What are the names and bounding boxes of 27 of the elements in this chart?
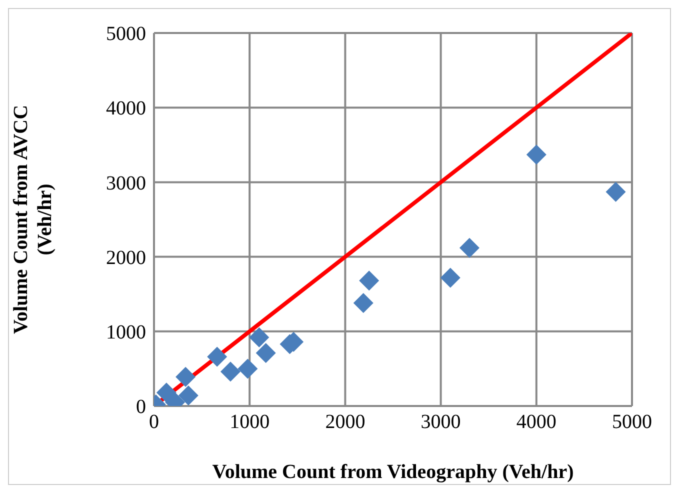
point	[606, 182, 626, 202]
point	[526, 144, 546, 165]
x-tick-label: 4000	[516, 411, 556, 434]
point	[353, 293, 374, 314]
point	[207, 346, 228, 367]
y-tick-label: 1000	[106, 322, 146, 344]
x-axis-title: Volume Count from Videography (Veh/hr)	[212, 461, 574, 483]
point	[359, 270, 380, 291]
x-tick-label: 3000	[420, 411, 461, 434]
y-tick-label: 3000	[106, 172, 146, 194]
y-tick-label: 4000	[106, 98, 146, 120]
x-tick-label: 2000	[325, 411, 366, 434]
point	[220, 362, 240, 382]
point	[256, 343, 276, 364]
y-tick-label: 2000	[106, 246, 146, 269]
y-tick-label: 0	[136, 396, 146, 418]
point	[176, 366, 196, 387]
x-tick-label: 1000	[230, 411, 270, 434]
point	[178, 386, 198, 406]
point	[156, 382, 176, 403]
point	[249, 327, 270, 348]
y-tick-label: 5000	[106, 23, 146, 46]
point	[238, 358, 258, 379]
point	[459, 238, 480, 258]
y-axis-title: Volume Count from AVCC (Veh/hr)	[10, 104, 56, 334]
x-tick-label: 5000	[612, 411, 652, 434]
point	[440, 268, 460, 288]
